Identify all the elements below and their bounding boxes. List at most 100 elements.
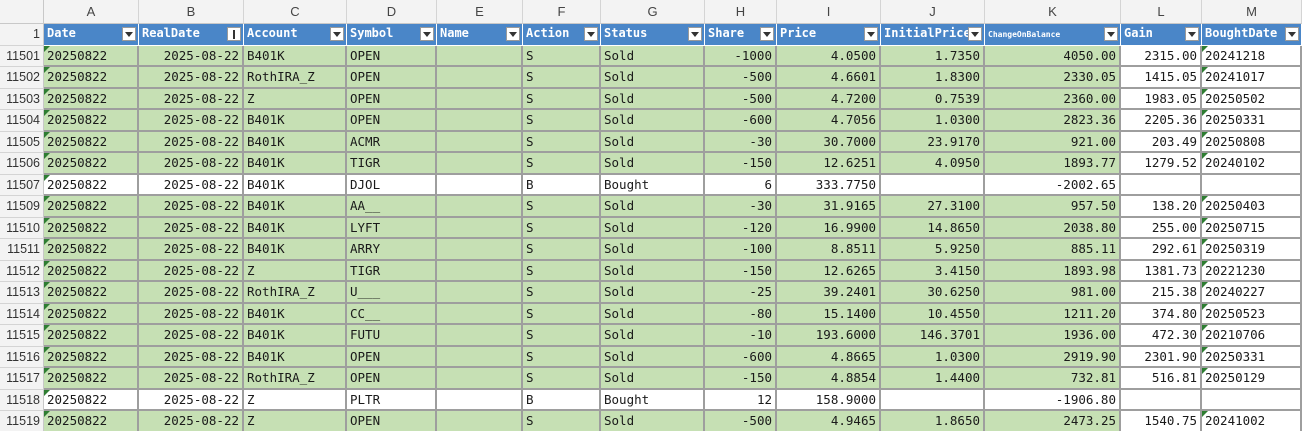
- cell-initialprice[interactable]: 5.9250: [881, 239, 985, 261]
- cell-realdate[interactable]: 2025-08-22: [139, 196, 244, 218]
- cell-share[interactable]: -10: [705, 325, 777, 347]
- cell-price[interactable]: 12.6251: [777, 153, 881, 175]
- cell-date[interactable]: 20250822: [44, 239, 139, 261]
- cell-initialprice[interactable]: 1.8300: [881, 67, 985, 89]
- row-number[interactable]: 11501: [0, 45, 44, 67]
- cell-changeonbalance[interactable]: -1906.80: [985, 389, 1121, 411]
- cell-boughtdate[interactable]: 20250331: [1202, 346, 1302, 368]
- cell-name[interactable]: [437, 325, 523, 347]
- cell-price[interactable]: 31.9165: [777, 196, 881, 218]
- cell-symbol[interactable]: PLTR: [347, 389, 437, 411]
- cell-boughtdate[interactable]: 20241017: [1202, 67, 1302, 89]
- cell-symbol[interactable]: OPEN: [347, 411, 437, 431]
- cell-action[interactable]: S: [523, 110, 601, 132]
- cell-initialprice[interactable]: 1.8650: [881, 411, 985, 431]
- cell-boughtdate[interactable]: 20240102: [1202, 153, 1302, 175]
- filter-dropdown-icon[interactable]: [1285, 27, 1299, 41]
- row-number[interactable]: 1: [0, 24, 44, 46]
- cell-status[interactable]: Bought: [601, 174, 705, 196]
- column-header-h[interactable]: H: [705, 0, 777, 24]
- filter-dropdown-icon[interactable]: [1104, 27, 1118, 41]
- cell-status[interactable]: Sold: [601, 239, 705, 261]
- cell-share[interactable]: -120: [705, 217, 777, 239]
- cell-symbol[interactable]: ACMR: [347, 131, 437, 153]
- cell-symbol[interactable]: OPEN: [347, 110, 437, 132]
- cell-account[interactable]: B401K: [244, 45, 347, 67]
- cell-name[interactable]: [437, 196, 523, 218]
- cell-status[interactable]: Sold: [601, 346, 705, 368]
- cell-date[interactable]: 20250822: [44, 217, 139, 239]
- cell-action[interactable]: S: [523, 325, 601, 347]
- cell-realdate[interactable]: 2025-08-22: [139, 325, 244, 347]
- column-header-m[interactable]: M: [1202, 0, 1302, 24]
- cell-boughtdate[interactable]: 20250319: [1202, 239, 1302, 261]
- column-header-k[interactable]: K: [985, 0, 1121, 24]
- cell-account[interactable]: Z: [244, 411, 347, 431]
- cell-realdate[interactable]: 2025-08-22: [139, 45, 244, 67]
- cell-gain[interactable]: 2205.36: [1121, 110, 1202, 132]
- cell-name[interactable]: [437, 239, 523, 261]
- column-header-d[interactable]: D: [347, 0, 437, 24]
- cell-account[interactable]: B401K: [244, 325, 347, 347]
- filter-dropdown-icon[interactable]: [864, 27, 878, 41]
- cell-gain[interactable]: 138.20: [1121, 196, 1202, 218]
- column-header-b[interactable]: B: [139, 0, 244, 24]
- cell-status[interactable]: Sold: [601, 196, 705, 218]
- cell-share[interactable]: -500: [705, 411, 777, 431]
- cell-action[interactable]: S: [523, 67, 601, 89]
- row-number[interactable]: 11505: [0, 131, 44, 153]
- cell-changeonbalance[interactable]: 1936.00: [985, 325, 1121, 347]
- cell-name[interactable]: [437, 282, 523, 304]
- cell-date[interactable]: 20250822: [44, 368, 139, 390]
- cell-initialprice[interactable]: 1.0300: [881, 346, 985, 368]
- cell-realdate[interactable]: 2025-08-22: [139, 368, 244, 390]
- cell-status[interactable]: Sold: [601, 88, 705, 110]
- cell-price[interactable]: 15.1400: [777, 303, 881, 325]
- cell-changeonbalance[interactable]: 2360.00: [985, 88, 1121, 110]
- cell-gain[interactable]: 516.81: [1121, 368, 1202, 390]
- cell-realdate[interactable]: 2025-08-22: [139, 411, 244, 431]
- cell-status[interactable]: Sold: [601, 110, 705, 132]
- cell-name[interactable]: [437, 260, 523, 282]
- cell-account[interactable]: RothIRA_Z: [244, 67, 347, 89]
- cell-initialprice[interactable]: 1.0300: [881, 110, 985, 132]
- cell-name[interactable]: [437, 303, 523, 325]
- cell-boughtdate[interactable]: 20250403: [1202, 196, 1302, 218]
- cell-gain[interactable]: 374.80: [1121, 303, 1202, 325]
- cell-initialprice[interactable]: 27.3100: [881, 196, 985, 218]
- cell-date[interactable]: 20250822: [44, 196, 139, 218]
- cell-account[interactable]: B401K: [244, 303, 347, 325]
- cell-name[interactable]: [437, 174, 523, 196]
- cell-action[interactable]: S: [523, 196, 601, 218]
- cell-status[interactable]: Sold: [601, 153, 705, 175]
- cell-name[interactable]: [437, 346, 523, 368]
- cell-date[interactable]: 20250822: [44, 174, 139, 196]
- cell-date[interactable]: 20250822: [44, 303, 139, 325]
- cell-account[interactable]: B401K: [244, 346, 347, 368]
- cell-action[interactable]: S: [523, 303, 601, 325]
- cell-price[interactable]: 4.8854: [777, 368, 881, 390]
- cell-initialprice[interactable]: 10.4550: [881, 303, 985, 325]
- row-number[interactable]: 11513: [0, 282, 44, 304]
- cell-status[interactable]: Sold: [601, 282, 705, 304]
- cell-gain[interactable]: 1279.52: [1121, 153, 1202, 175]
- cell-changeonbalance[interactable]: 981.00: [985, 282, 1121, 304]
- cell-action[interactable]: S: [523, 260, 601, 282]
- cell-price[interactable]: 333.7750: [777, 174, 881, 196]
- cell-symbol[interactable]: FUTU: [347, 325, 437, 347]
- cell-symbol[interactable]: TIGR: [347, 260, 437, 282]
- filter-dropdown-icon[interactable]: [330, 27, 344, 41]
- cell-boughtdate[interactable]: 20250808: [1202, 131, 1302, 153]
- cell-realdate[interactable]: 2025-08-22: [139, 88, 244, 110]
- cell-price[interactable]: 4.8665: [777, 346, 881, 368]
- cell-name[interactable]: [437, 88, 523, 110]
- cell-changeonbalance[interactable]: 1893.98: [985, 260, 1121, 282]
- cell-realdate[interactable]: 2025-08-22: [139, 346, 244, 368]
- cell-boughtdate[interactable]: 20221230: [1202, 260, 1302, 282]
- row-number[interactable]: 11506: [0, 153, 44, 175]
- cell-status[interactable]: Sold: [601, 325, 705, 347]
- cell-initialprice[interactable]: 0.7539: [881, 88, 985, 110]
- cell-price[interactable]: 4.9465: [777, 411, 881, 431]
- cell-symbol[interactable]: OPEN: [347, 45, 437, 67]
- filter-dropdown-icon[interactable]: [420, 27, 434, 41]
